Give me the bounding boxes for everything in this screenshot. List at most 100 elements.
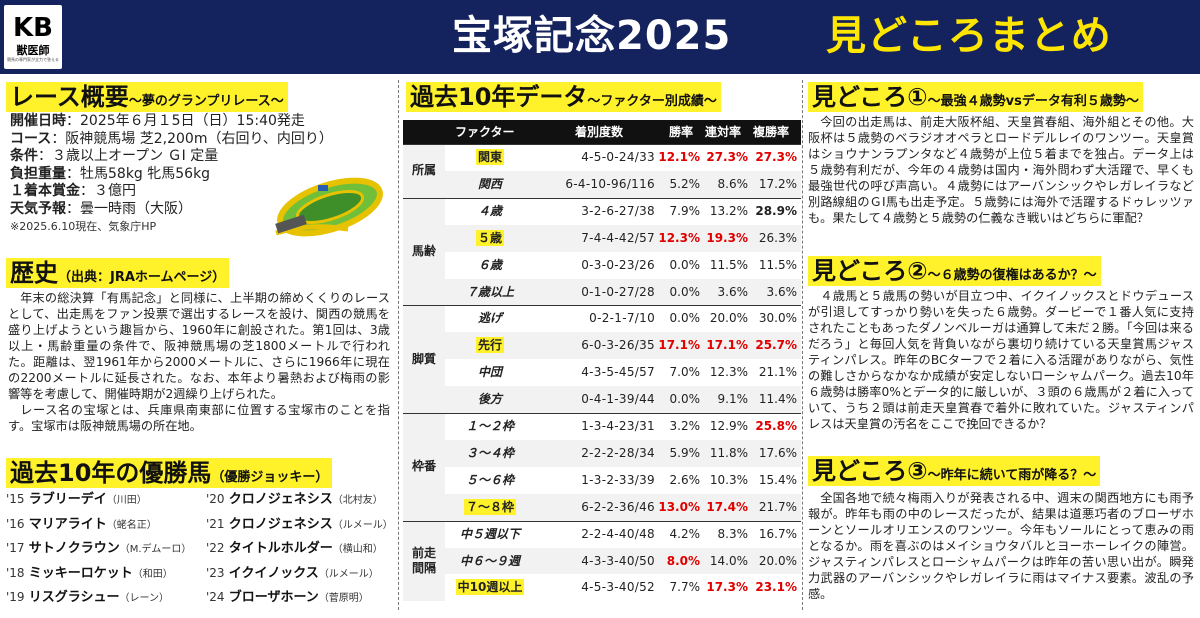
factor-label: １〜２枠 <box>465 419 514 433</box>
factor-table: ファクター 着別度数 勝率 連対率 複勝率 関東 4-5-0-24/33 12.1%… <box>403 120 801 607</box>
winner-jockey: （和田） <box>132 568 173 580</box>
winner-horse: マリアライト <box>28 516 107 532</box>
record-cell: 2-2-4-40/48 <box>581 526 655 541</box>
col-top3: 複勝率 <box>753 125 790 139</box>
table-row: 関東 4-5-0-24/33 12.1% 27.3% 27.3% <box>445 144 801 171</box>
factor-label: 中６〜９週 <box>459 553 520 568</box>
history-p2: レース名の宝塚とは、兵庫県南東部に位置する宝塚市のことを指す。宝塚市は阪神競馬場… <box>8 403 390 433</box>
win-rate-cell: 12.1% <box>658 150 700 164</box>
record-cell: 6-4-10-96/116 <box>565 176 655 191</box>
factor-cell: 先行 <box>445 332 535 359</box>
group-border <box>403 520 801 522</box>
top3-rate-cell: 17.6% <box>758 445 797 460</box>
win-rate-cell: 0.0% <box>669 284 701 299</box>
factor-label: ５歳 <box>475 229 504 246</box>
top2-rate-cell: 13.2% <box>709 203 748 218</box>
factor-cell: ６歳 <box>445 252 535 279</box>
factor-cell: 後方 <box>445 386 535 413</box>
top2-rate-cell: 14.0% <box>709 553 748 568</box>
page-subtitle: 見どころまとめ <box>826 13 1112 59</box>
win-rate-cell: 5.2% <box>669 176 701 191</box>
winner-horse: サトノクラウン <box>28 541 120 557</box>
factor-cell: ５〜６枠 <box>445 467 535 494</box>
factor-label: 逃げ <box>477 311 502 326</box>
table-row: 中５週以下 2-2-4-40/48 4.2% 8.3% 16.7% <box>445 521 801 548</box>
factor-cell: ７〜８枠 <box>445 494 535 521</box>
winners-title: 過去10年の優勝馬（優勝ジョッキー） <box>6 458 333 488</box>
top3-rate-cell: 16.7% <box>758 526 797 541</box>
top2-rate-cell: 11.8% <box>709 445 748 460</box>
record-cell: 6-2-2-36/46 <box>581 499 655 514</box>
factor-cell: 中10週以上 <box>445 574 535 601</box>
winner-horse: ミッキーロケット <box>28 565 133 581</box>
table-row: ４歳 3-2-6-27/38 7.9% 13.2% 28.9% <box>445 198 801 225</box>
win-rate-cell: 12.3% <box>658 230 700 245</box>
top2-rate-cell: 17.4% <box>706 499 748 514</box>
win-rate-cell: 13.0% <box>658 499 700 514</box>
winner-jockey: （横山和） <box>332 544 383 556</box>
winner-year: '17 <box>6 541 25 556</box>
table-row: ６歳 0-3-0-23/26 0.0% 11.5% 11.5% <box>445 252 801 279</box>
highlight-3-text: 全国各地で続々梅雨入りが発表される中、週末の関西地方にも雨予報が。昨年も雨の中の… <box>808 491 1194 601</box>
overview-value: ：2025年６月１5日（日）15:40発走 <box>66 113 305 129</box>
table-row: 中10週以上 4-5-3-40/52 7.7% 17.3% 23.1% <box>445 574 801 601</box>
win-rate-cell: 17.1% <box>658 338 700 353</box>
overview-row: 負担重量：牡馬58kg 牝馬56kg <box>10 166 390 184</box>
col-top2: 連対率 <box>705 125 742 139</box>
group-border <box>403 144 801 145</box>
data-table-title: 過去10年データ〜ファクター別成績〜 <box>406 82 721 112</box>
winner-item: '19 リスグラシュー（レーン） <box>6 588 169 608</box>
table-row: 関西 6-4-10-96/116 5.2% 8.6% 17.2% <box>445 170 801 198</box>
group-border <box>403 305 801 307</box>
table-row: 中団 4-3-5-45/57 7.0% 12.3% 21.1% <box>445 359 801 386</box>
winner-year: '22 <box>206 541 225 556</box>
overview-key: 開催日時 <box>10 113 66 129</box>
col-record: 着別度数 <box>575 125 624 139</box>
winner-year: '16 <box>6 516 25 531</box>
factor-cell: ４歳 <box>445 198 535 225</box>
record-cell: 7-4-4-42/57 <box>581 230 655 245</box>
win-rate-cell: 7.7% <box>669 580 701 595</box>
factor-label: 中10週以上 <box>455 579 525 596</box>
winner-item: '23 イクイノックス（ルメール） <box>206 564 379 584</box>
factor-cell: ７歳以上 <box>445 279 535 306</box>
overview-value: ：３歳以上オープン ＧⅠ 定量 <box>38 148 219 164</box>
group-label: 枠番 <box>403 413 445 521</box>
top3-rate-cell: 27.3% <box>755 150 797 164</box>
record-cell: 4-3-5-45/57 <box>581 365 655 380</box>
record-cell: 3-2-6-27/38 <box>581 203 655 218</box>
top2-rate-cell: 12.9% <box>709 419 748 433</box>
factor-cell: ３〜４枠 <box>445 440 535 467</box>
overview-row: 開催日時：2025年６月１5日（日）15:40発走 <box>10 113 390 131</box>
overview-key: 負担重量 <box>10 165 66 182</box>
overview-key: 天気予報 <box>10 200 66 217</box>
top2-rate-cell: 9.1% <box>717 392 749 407</box>
factor-label: 関東 <box>475 149 504 165</box>
top2-rate-cell: 20.0% <box>709 311 748 326</box>
history-title: 歴史（出典：JRAホームページ） <box>6 258 230 288</box>
top3-rate-cell: 28.9% <box>755 203 797 218</box>
factor-cell: 逃げ <box>445 305 535 332</box>
winner-horse: クロノジェネシス <box>228 492 333 507</box>
highlight-1-text: 今回の出走馬は、前走大阪杯組、天皇賞春組、海外組とその他。大阪杯は５歳勢のベラジ… <box>808 115 1194 225</box>
factor-label: ４歳 <box>477 203 502 218</box>
factor-label: 関西 <box>477 176 502 191</box>
winner-year: '21 <box>206 516 225 531</box>
table-row: ５〜６枠 1-3-2-33/39 2.6% 10.3% 15.4% <box>445 467 801 494</box>
top3-rate-cell: 11.4% <box>758 392 797 407</box>
record-cell: 1-3-2-33/39 <box>581 472 655 487</box>
table-row: 先行 6-0-3-26/35 17.1% 17.1% 25.7% <box>445 332 801 360</box>
overview-row: １着本賞金：３億円 <box>10 183 390 201</box>
record-cell: 1-3-4-23/31 <box>581 419 655 433</box>
winner-jockey: （レーン） <box>119 593 169 605</box>
factor-label: 先行 <box>475 337 504 354</box>
winner-year: '15 <box>6 492 25 506</box>
winner-jockey: （ルメール） <box>332 519 393 531</box>
overview-row: 天気予報：曇一時雨（大阪） <box>10 201 390 219</box>
overview-key: 条件 <box>10 148 38 164</box>
factor-cell: ５歳 <box>445 225 535 252</box>
history-p1: 年末の総決算「有馬記念」と同様に、上半期の締めくくりのレースとして、出走馬をファ… <box>8 291 390 401</box>
winner-item: '18 ミッキーロケット（和田） <box>6 564 173 584</box>
overview-row: コース：阪神競馬場 芝2,200m（右回り、内回り） <box>10 131 390 149</box>
winner-item: '20 クロノジェネシス（北村友） <box>206 490 383 510</box>
